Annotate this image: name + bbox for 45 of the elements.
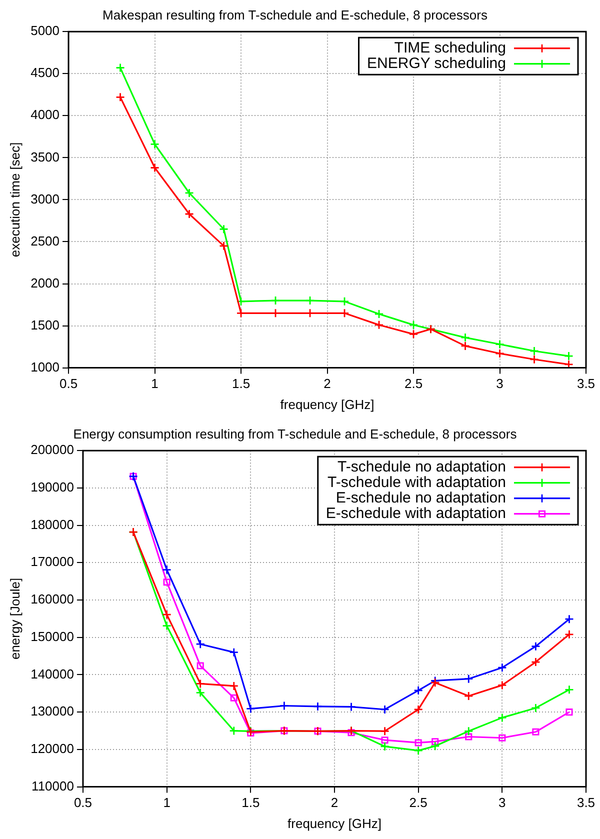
y-axis-title: energy [Joule]	[7, 578, 22, 660]
y-tick-label: 3500	[30, 149, 60, 164]
y-tick-label: 150000	[30, 628, 74, 644]
y-tick-label: 110000	[32, 778, 74, 794]
x-tick-label: 0.5	[74, 795, 92, 810]
y-tick-label: 160000	[30, 592, 74, 607]
y-tick-label: 140000	[30, 666, 74, 682]
x-tick-label: 0.5	[59, 376, 78, 392]
x-tick-label: 3	[498, 795, 506, 810]
x-tick-label: 1	[163, 795, 170, 810]
y-tick-label: 4500	[30, 65, 60, 80]
y-tick-label: 130000	[30, 704, 74, 719]
y-tick-label: 180000	[30, 516, 74, 532]
x-tick-label: 1.5	[242, 795, 260, 810]
legend-label: E-schedule no adaptation	[336, 489, 506, 506]
x-tick-label: 3.5	[576, 795, 596, 810]
y-tick-label: 2500	[30, 233, 60, 248]
x-tick-label: 1	[151, 376, 158, 392]
x-tick-label: 1.5	[232, 376, 250, 392]
y-tick-label: 190000	[30, 480, 74, 495]
x-tick-label: 2.5	[404, 376, 423, 392]
legend-label: T-schedule with adaptation	[328, 474, 506, 491]
x-tick-label: 2.5	[409, 795, 428, 810]
chart-title: Energy consumption resulting from T-schedule and E-schedule, 8 processors	[73, 426, 518, 442]
x-axis-title: frequency [GHz]	[280, 396, 374, 412]
legend-label: T-schedule no adaptation	[338, 458, 506, 476]
y-tick-label: 2000	[30, 275, 60, 290]
x-axis-title: frequency [GHz]	[288, 816, 382, 831]
x-tick-label: 3	[496, 376, 504, 392]
y-tick-label: 5000	[30, 23, 60, 38]
y-tick-label: 170000	[30, 554, 74, 570]
y-tick-label: 4000	[30, 107, 60, 122]
y-tick-label: 1000	[30, 359, 60, 374]
y-tick-label: 200000	[30, 442, 74, 458]
x-tick-label: 2	[330, 795, 338, 810]
legend-label: E-schedule with adaptation	[326, 504, 506, 522]
legend-label: ENERGY scheduling	[367, 54, 506, 72]
x-tick-label: 3.5	[576, 376, 596, 392]
y-tick-label: 120000	[30, 741, 74, 756]
y-tick-label: 3000	[30, 191, 60, 206]
y-tick-label: 1500	[30, 317, 60, 332]
chart-title: Makespan resulting from T-schedule and E-schedule, 8 processors	[102, 7, 488, 22]
legend-label: TIME scheduling	[394, 39, 506, 56]
x-tick-label: 2	[324, 376, 331, 392]
y-axis-title: execution time [sec]	[7, 142, 22, 258]
